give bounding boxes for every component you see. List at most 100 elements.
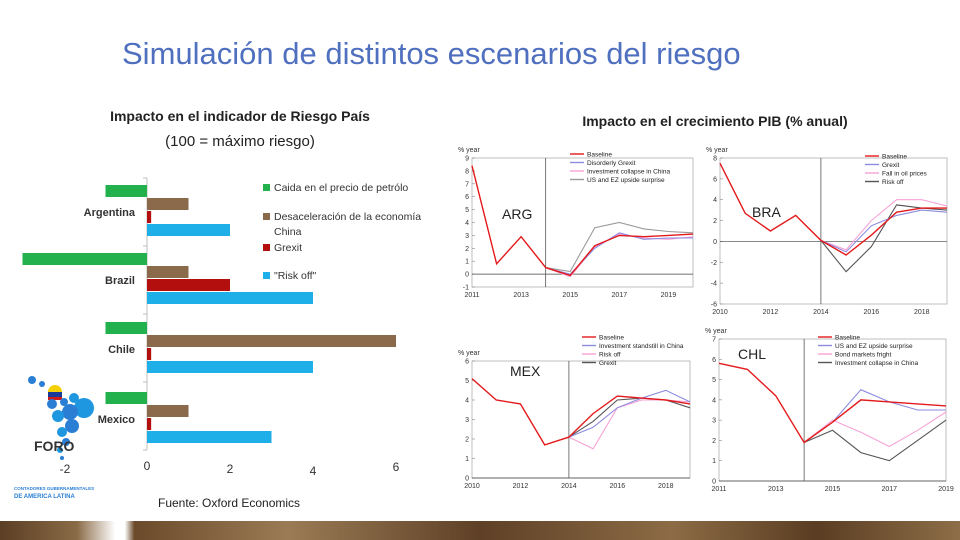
x-tick-label: 2018	[914, 309, 930, 316]
legend-swatch	[263, 184, 270, 191]
legend-label: Desaceleración de la economía China	[274, 211, 421, 238]
category-label: Argentina	[84, 207, 136, 219]
legend-swatch	[263, 213, 270, 220]
legend-label: Baseline	[882, 154, 907, 161]
series-line	[568, 389, 691, 438]
bar	[105, 322, 147, 334]
bar	[147, 292, 313, 304]
legend-label: "Risk off"	[274, 270, 317, 282]
legend-label: Grexit	[599, 360, 617, 367]
legend-label: Disorderly Grexit	[587, 160, 636, 167]
bar	[147, 361, 313, 373]
series-line	[471, 378, 691, 446]
legend-label: US and EZ upside surprise	[835, 343, 913, 350]
bar	[147, 198, 189, 210]
panel-country-label: CHL	[738, 346, 766, 362]
x-tick-label: 2016	[864, 309, 880, 316]
series-line	[545, 233, 694, 278]
y-tick-label: 0	[713, 239, 717, 246]
x-tick-label: 2014	[561, 483, 577, 490]
x-tick-label: 2016	[610, 483, 626, 490]
bar	[147, 211, 152, 223]
y-tick-label: 1	[465, 456, 469, 463]
y-tick-label: 7	[465, 181, 469, 188]
legend-label: Baseline	[587, 152, 612, 159]
y-tick-label: 4	[465, 220, 469, 227]
legend-label: Grexit	[274, 242, 302, 254]
series-line	[568, 399, 691, 450]
x-tick-label: 2012	[513, 483, 529, 490]
y-tick-label: 1	[712, 458, 716, 465]
logo-name: FORO	[34, 438, 75, 454]
legend-label: Bond markets fright	[835, 352, 892, 359]
y-tick-label: 0	[465, 272, 469, 279]
plot-frame	[471, 360, 691, 479]
legend-swatch	[263, 244, 270, 251]
right-chart-title: Impacto en el crecimiento PIB (% anual)	[582, 113, 848, 129]
x-tick-label: 0	[144, 459, 151, 473]
panel-country-label: BRA	[752, 204, 781, 220]
legend-label-line: China	[274, 226, 302, 238]
series-line	[719, 162, 947, 256]
x-tick-label: 2015	[825, 486, 841, 493]
x-tick-label: 2017	[881, 486, 897, 493]
y-tick-label: 7	[712, 337, 716, 344]
series-line	[820, 209, 948, 253]
series-line	[545, 232, 693, 275]
y-tick-label: -4	[711, 281, 717, 288]
decorative-band	[0, 521, 960, 540]
logo-map-icon	[28, 376, 94, 460]
x-tick-label: 2017	[612, 292, 628, 299]
y-tick-label: 9	[465, 156, 469, 163]
y-tick-label: 8	[713, 156, 717, 163]
legend-label: Baseline	[835, 335, 860, 342]
panel-country-label: MEX	[510, 363, 541, 379]
legend-label: Investment collapse in China	[587, 169, 670, 176]
y-tick-label: 3	[465, 233, 469, 240]
x-tick-label: 2018	[658, 483, 674, 490]
plot-frame	[719, 157, 948, 305]
page-title: Simulación de distintos escenarios del r…	[122, 36, 741, 71]
left-chart-subtitle: (100 = máximo riesgo)	[165, 133, 315, 150]
y-tick-label: -2	[711, 260, 717, 267]
bar	[147, 418, 152, 430]
legend-label: Fall in oil prices	[882, 171, 928, 178]
legend-label: Caida en el precio de petrólo	[274, 182, 408, 194]
x-tick-label: 2019	[938, 486, 954, 493]
y-tick-label: 5	[465, 207, 469, 214]
series-line	[471, 165, 694, 277]
series-line	[803, 411, 947, 448]
x-tick-label: 6	[393, 460, 400, 474]
y-tick-label: 6	[465, 359, 469, 366]
y-axis-label: % year	[705, 328, 727, 335]
y-tick-label: 5	[712, 377, 716, 384]
series-line	[803, 389, 946, 443]
bar	[147, 348, 152, 360]
y-tick-label: 6	[465, 194, 469, 201]
y-tick-label: 2	[712, 438, 716, 445]
series-line	[803, 419, 947, 462]
y-tick-label: 2	[465, 246, 469, 253]
x-tick-label: 2015	[562, 292, 578, 299]
x-tick-label: 2010	[464, 483, 480, 490]
category-label: Brazil	[105, 275, 135, 287]
y-tick-label: 2	[713, 218, 717, 225]
legend-label: Baseline	[599, 335, 624, 342]
y-tick-label: 6	[712, 357, 716, 364]
y-tick-label: 4	[465, 398, 469, 405]
x-tick-label: -2	[60, 462, 71, 476]
bar	[147, 266, 189, 278]
y-tick-label: 4	[713, 197, 717, 204]
legend-swatch	[263, 272, 270, 279]
x-tick-label: 2019	[661, 292, 677, 299]
bar	[147, 405, 189, 417]
x-tick-label: 2011	[464, 292, 479, 299]
bar	[147, 224, 230, 236]
category-label: Mexico	[98, 414, 136, 426]
bar	[105, 392, 147, 404]
bar	[147, 431, 272, 443]
logo: FORO CONTADORES GUBERNAMENTALES DE AMERI…	[12, 370, 112, 505]
series-line	[718, 362, 947, 444]
y-tick-label: 3	[465, 417, 469, 424]
